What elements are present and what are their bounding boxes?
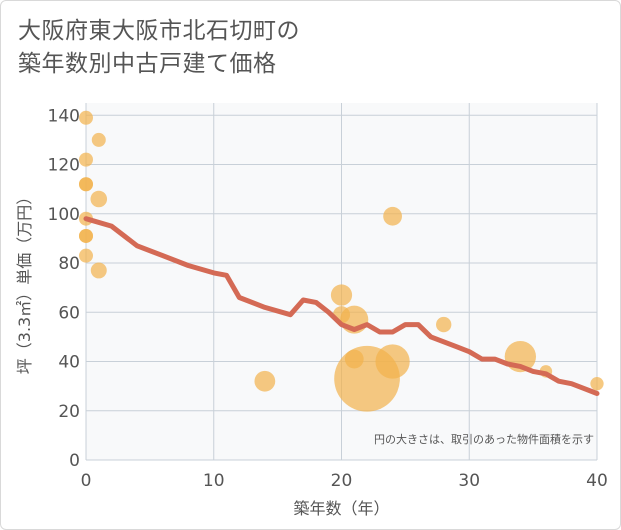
y-axis-label: 坪（3.3㎡）単価（万円）	[15, 189, 34, 374]
x-tick-label-30: 30	[458, 471, 480, 491]
x-axis-label: 築年数（年）	[293, 499, 389, 518]
chart-title-line-2: 築年数別中古戸建て価格	[18, 51, 277, 77]
x-tick-label-10: 10	[203, 471, 225, 491]
size-note: 円の大きさは、取引のあった物件面積を示す	[374, 432, 594, 446]
bubble-series	[79, 110, 604, 412]
x-tick-label-40: 40	[586, 471, 608, 491]
bubble-8	[91, 132, 106, 147]
bubble-11	[254, 370, 276, 392]
bubble-7	[79, 248, 93, 263]
grid-lines	[85, 103, 598, 461]
y-tick-label-100: 100	[48, 205, 80, 225]
chart-title: 大阪府東大阪市北石切町の 築年数別中古戸建て価格	[18, 15, 300, 81]
bubble-9	[90, 190, 108, 208]
bubble-0	[79, 110, 93, 125]
bubble-17	[383, 206, 402, 226]
y-tick-label-20: 20	[58, 402, 80, 422]
bubble-19	[436, 316, 452, 333]
bubble-12	[330, 284, 353, 306]
y-tick-label-120: 120	[48, 156, 80, 176]
bubble-3	[79, 177, 93, 192]
chart-title-line-1: 大阪府東大阪市北石切町の	[18, 18, 300, 44]
y-tick-label-140: 140	[48, 106, 80, 126]
y-tick-label-80: 80	[58, 254, 80, 274]
y-tick-label-0: 0	[69, 451, 80, 471]
bubble-6	[79, 228, 93, 243]
bubble-22	[590, 377, 604, 391]
x-tick-label-0: 0	[81, 471, 92, 491]
trend-line	[83, 216, 600, 396]
y-tick-label-60: 60	[58, 303, 80, 323]
y-tick-label-40: 40	[58, 353, 80, 373]
bubble-1	[79, 152, 93, 167]
bubble-18	[375, 344, 410, 379]
bubble-10	[90, 262, 107, 279]
x-tick-label-20: 20	[331, 471, 353, 491]
axis-ticks: 0 20 40 60 80 100 120 140 0 10 20 30 40	[48, 106, 608, 491]
